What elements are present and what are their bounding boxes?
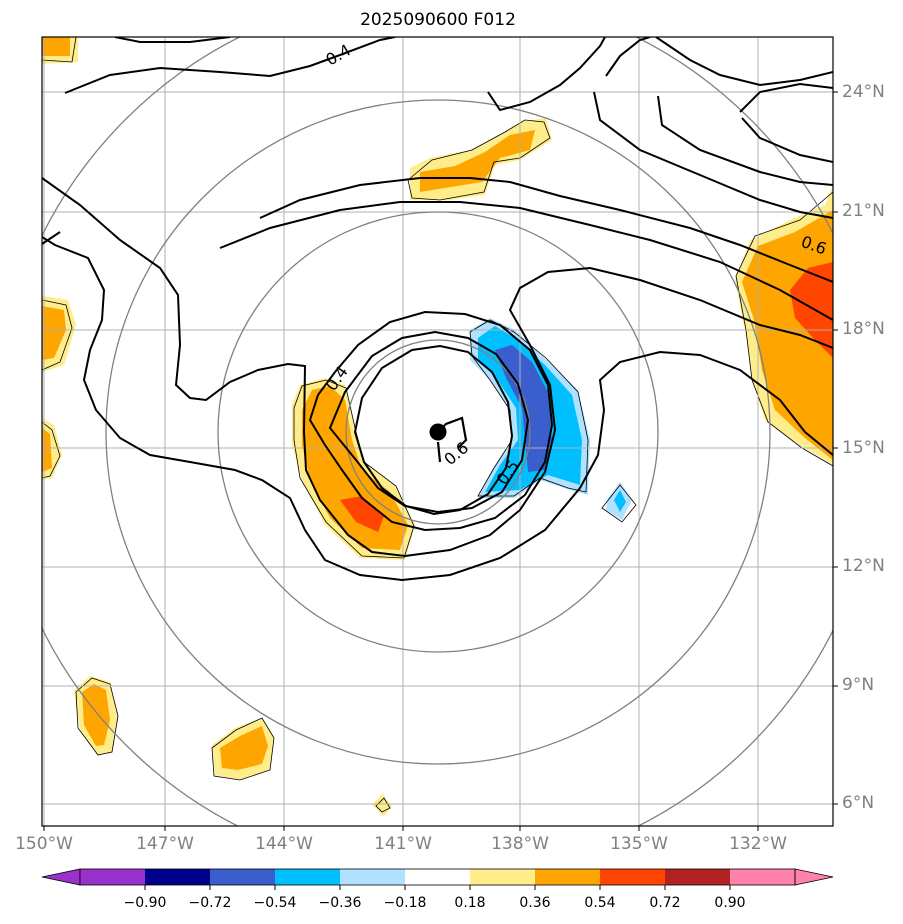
colorbar-label-10: 0.90 <box>714 895 746 911</box>
colorbar-label-3: −0.54 <box>253 895 297 911</box>
contour-label-center: 0.6 <box>440 438 472 469</box>
range-ring-2 <box>217 211 659 653</box>
colorbar-label-4: −0.36 <box>318 895 362 911</box>
colorbar-label-8: 0.54 <box>584 895 616 911</box>
storm-center-marker <box>429 423 447 441</box>
colorbar-bin-5 <box>340 869 405 885</box>
colorbar-max-extend <box>794 868 834 886</box>
lat-label-9n: 9°N <box>842 675 875 695</box>
colorbar-min-extend <box>41 868 81 886</box>
range-ring-3 <box>105 99 771 765</box>
lon-label-147w: 147°W <box>136 834 194 854</box>
lon-ticks <box>43 826 759 831</box>
colorbar-label-1: −0.90 <box>123 895 167 911</box>
lat-ticks <box>833 91 838 805</box>
lon-label-150w: 150°W <box>15 834 73 854</box>
colorbar-bin-8 <box>535 869 600 885</box>
lat-label-24n: 24°N <box>842 82 885 102</box>
range-ring-1 <box>345 339 531 525</box>
lon-label-141w: 141°W <box>374 834 432 854</box>
colorbar-bin-7 <box>470 869 535 885</box>
lat-label-6n: 6°N <box>842 793 875 813</box>
lat-label-15n: 15°N <box>842 438 885 458</box>
lat-label-12n: 12°N <box>842 556 885 576</box>
lon-label-132w: 132°W <box>729 834 787 854</box>
colorbar-label-9: 0.72 <box>649 895 681 911</box>
lat-lon-grid <box>42 37 833 826</box>
colorbar-label-7: 0.36 <box>519 895 551 911</box>
colorbar-bin-10 <box>665 869 730 885</box>
range-rings <box>42 37 833 826</box>
lon-label-135w: 135°W <box>610 834 668 854</box>
colorbar-bin-2 <box>145 869 210 885</box>
colorbar <box>41 868 834 890</box>
lat-label-18n: 18°N <box>842 319 885 339</box>
colorbar-bin-6 <box>405 869 470 885</box>
colorbar-bin-9 <box>600 869 665 885</box>
lon-label-144w: 144°W <box>255 834 313 854</box>
lon-label-138w: 138°W <box>491 834 549 854</box>
colorbar-label-2: −0.72 <box>188 895 232 911</box>
contour-label-north: 0.4 <box>323 40 355 69</box>
lat-label-21n: 21°N <box>842 201 885 221</box>
colorbar-bin-11 <box>730 869 795 885</box>
colorbar-label-6: 0.18 <box>454 895 486 911</box>
map-frame <box>41 36 834 827</box>
map-title: 2025090600 F012 <box>360 10 516 30</box>
colorbar-bin-4 <box>275 869 340 885</box>
colorbar-label-5: −0.18 <box>383 895 427 911</box>
colorbar-bin-3 <box>210 869 275 885</box>
colorbar-bin-1 <box>80 869 145 885</box>
contour-lines <box>42 37 833 582</box>
